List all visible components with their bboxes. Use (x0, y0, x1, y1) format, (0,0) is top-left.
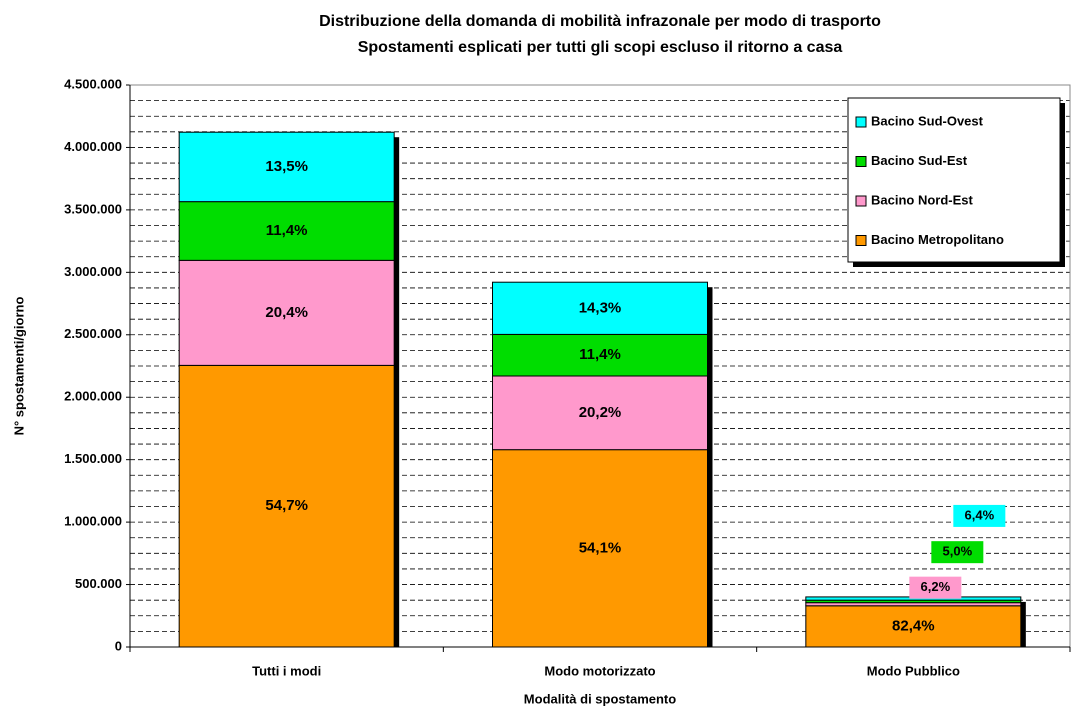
label-box (931, 541, 984, 564)
bar-segment (492, 333, 708, 377)
legend-label: Bacino Nord-Est (871, 192, 974, 207)
data-label: 82,4% (892, 617, 935, 634)
data-label: 11,4% (579, 346, 621, 363)
y-tick-label: 500.000 (75, 576, 122, 591)
chart-title: Distribuzione della domanda di mobilità … (319, 13, 881, 30)
y-tick-label: 0 (115, 638, 122, 653)
data-label: 6,2% (921, 579, 951, 594)
bar-segment (178, 364, 395, 648)
y-tick-label: 3.000.000 (64, 264, 122, 279)
x-tick-label: Tutti i modi (252, 663, 321, 678)
bar-segment (492, 281, 708, 335)
bar-segment (492, 449, 708, 648)
y-tick-label: 1.000.000 (64, 514, 122, 529)
data-label: 20,4% (265, 304, 308, 321)
legend-swatch (855, 156, 867, 167)
label-box (909, 576, 962, 599)
x-tick-label: Modo Pubblico (867, 663, 960, 678)
y-tick-label: 2.500.000 (64, 326, 122, 341)
y-tick-label: 1.500.000 (64, 451, 122, 466)
x-tick-label: Modo motorizzato (544, 663, 655, 678)
y-tick-label: 2.000.000 (64, 389, 122, 404)
data-label: 14,3% (579, 299, 622, 316)
data-label: 54,7% (265, 497, 308, 514)
legend-label: Bacino Metropolitano (871, 232, 1004, 247)
y-tick-label: 4.000.000 (64, 139, 122, 154)
label-box (953, 504, 1006, 527)
data-label: 11,4% (266, 222, 308, 239)
data-label: 5,0% (943, 544, 973, 559)
y-tick-label: 3.500.000 (64, 201, 122, 216)
data-label: 54,1% (579, 539, 622, 556)
legend-label: Bacino Sud-Est (871, 153, 968, 168)
legend (847, 97, 1061, 263)
y-axis-title: N° spostamenti/giorno (11, 297, 26, 436)
data-label: 6,4% (965, 507, 995, 522)
chart-subtitle: Spostamenti esplicati per tutti gli scop… (358, 39, 843, 56)
y-tick-label: 4.500.000 (64, 76, 122, 91)
legend-label: Bacino Sud-Ovest (871, 113, 984, 128)
data-label: 20,2% (579, 404, 622, 421)
x-axis-title: Modalità di spostamento (524, 691, 676, 706)
bar-segment (492, 375, 708, 451)
legend-swatch (855, 116, 867, 128)
legend-swatch (855, 235, 867, 246)
bar-segment (178, 131, 395, 203)
bar-segment (178, 259, 395, 366)
data-label: 13,5% (265, 158, 308, 175)
legend-swatch (855, 195, 867, 207)
